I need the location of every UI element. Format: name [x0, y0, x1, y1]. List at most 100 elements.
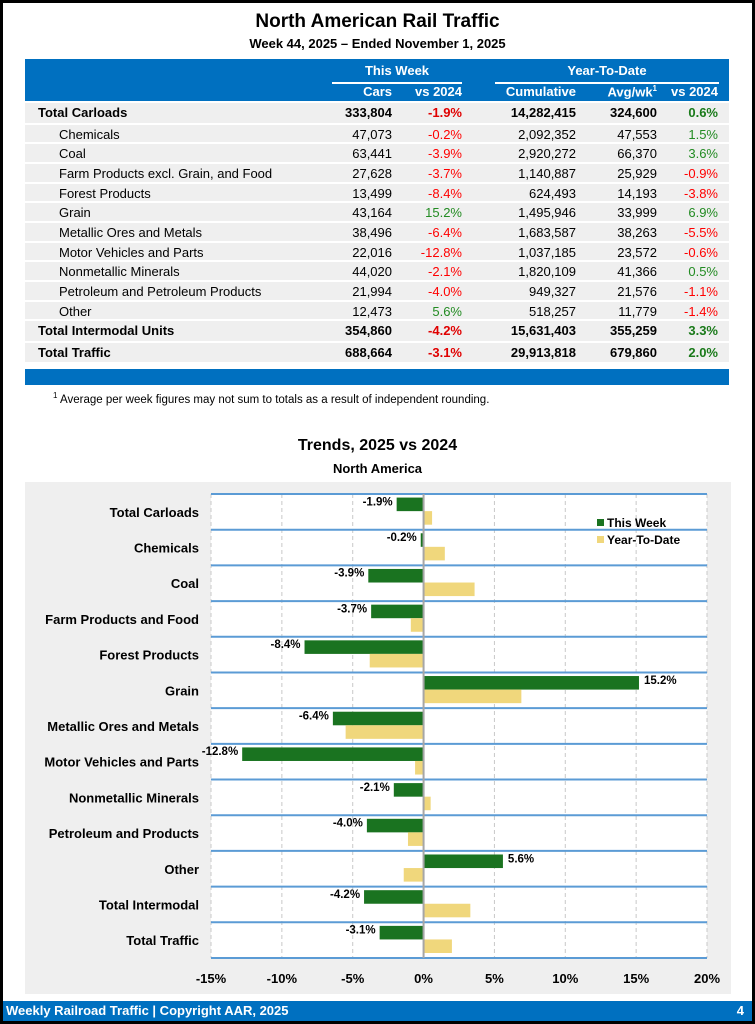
cell-cumulative: 2,092,352 [518, 126, 576, 142]
group-ytd: Year-To-Date [495, 63, 719, 84]
table-row: Coal 63,441 -3.9% 2,920,272 66,370 3.6% [25, 142, 729, 162]
cell-cars: 38,496 [352, 224, 392, 240]
table-row: Grain 43,164 15.2% 1,495,946 33,999 6.9% [25, 201, 729, 221]
category-label: Petroleum and Products [49, 826, 199, 841]
cell-cars: 22,016 [352, 244, 392, 260]
col-cars: Cars [363, 84, 392, 99]
bar-ytd [423, 546, 445, 561]
cell-cars: 354,860 [345, 323, 392, 339]
bar-value-label: -12.8% [202, 746, 238, 758]
cell-avgwk: 33,999 [617, 205, 657, 221]
cell-cumulative: 518,257 [529, 303, 576, 319]
bar-this-week [393, 783, 424, 797]
cell-cumulative: 2,920,272 [518, 146, 576, 162]
row-label: Total Carloads [38, 105, 128, 120]
bar-ytd [403, 868, 424, 882]
col-vs2024-week: vs 2024 [415, 84, 462, 99]
cell-vs2024-ytd: -5.5% [684, 224, 718, 240]
legend-swatch-ytd [597, 536, 604, 543]
row-label: Metallic Ores and Metals [59, 224, 203, 240]
legend-swatch-this-week [597, 519, 604, 526]
bar-value-label: -3.9% [334, 568, 364, 580]
bar-this-week [366, 818, 424, 833]
bar-value-label: 15.2% [644, 675, 677, 687]
cell-cumulative: 1,820,109 [518, 264, 576, 280]
bar-this-week [242, 747, 424, 761]
cell-avgwk: 355,259 [610, 323, 657, 339]
cell-cars: 27,628 [352, 165, 392, 181]
bar-value-label: -0.2% [387, 532, 417, 544]
bar-this-week [332, 711, 424, 726]
cell-vs2024-ytd: 3.6% [688, 146, 718, 162]
page-number: 4 [736, 1003, 744, 1018]
trends-bar-chart: Total Carloads -1.9% Chemicals -0.2% Coal -3.… [44, 493, 720, 986]
cell-vs2024-week: -0.2% [428, 126, 462, 142]
table-total-row: Total Traffic 688,664 -3.1% 29,913,818 679,8… [25, 340, 729, 363]
bar-ytd [423, 511, 433, 525]
col-avgwk: Avg/wk1 [585, 84, 657, 99]
cell-vs2024-week: -3.9% [428, 146, 462, 162]
cell-avgwk: 41,366 [617, 264, 657, 280]
bar-value-label: -3.1% [346, 925, 376, 937]
bar-ytd [415, 760, 424, 775]
cell-vs2024-ytd: -0.9% [684, 165, 718, 181]
category-label: Total Traffic [126, 933, 199, 948]
table-row: Chemicals 47,073 -0.2% 2,092,352 47,553 1.5% [25, 122, 729, 143]
footnote: 1 Average per week figures may not sum t… [53, 391, 489, 406]
row-label: Chemicals [59, 126, 120, 142]
bar-value-label: 5.6% [508, 853, 534, 865]
cell-vs2024-week: -1.9% [428, 105, 462, 120]
bar-value-label: -2.1% [360, 782, 390, 794]
category-label: Other [164, 862, 199, 877]
bar-value-label: -1.9% [363, 496, 393, 508]
group-underline [495, 82, 719, 84]
cell-vs2024-week: -2.1% [428, 264, 462, 280]
cell-vs2024-ytd: 3.3% [688, 323, 718, 339]
cell-vs2024-week: -3.7% [428, 165, 462, 181]
cell-cars: 333,804 [345, 105, 392, 120]
cell-cars: 47,073 [352, 126, 392, 142]
footer-copyright: Weekly Railroad Traffic | Copyright AAR,… [6, 1003, 289, 1018]
bar-this-week [420, 533, 424, 547]
row-label: Farm Products excl. Grain, and Food [59, 165, 273, 181]
cell-avgwk: 11,779 [618, 303, 657, 319]
bar-ytd [423, 939, 452, 954]
table-total-row: Total Carloads 333,804 -1.9% 14,282,415 324,… [25, 101, 729, 123]
bar-ytd [407, 832, 424, 846]
table-row: Forest Products 13,499 -8.4% 624,493 14,193 -… [25, 181, 729, 202]
category-label: Nonmetallic Minerals [69, 790, 199, 805]
bar-ytd [369, 653, 424, 668]
bar-ytd [423, 903, 471, 918]
page-title: North American Rail Traffic [255, 11, 500, 32]
cell-avgwk: 38,263 [617, 224, 657, 240]
cell-vs2024-week: -4.0% [428, 284, 462, 299]
bar-ytd [423, 689, 522, 704]
cell-avgwk: 324,600 [610, 105, 657, 120]
cell-avgwk: 66,370 [617, 146, 657, 162]
chart-title: Trends, 2025 vs 2024 [297, 437, 458, 454]
bar-value-label: -6.4% [299, 711, 329, 723]
row-label: Grain [59, 205, 91, 221]
category-label: Motor Vehicles and Parts [44, 755, 199, 770]
table-row: Other 12,473 5.6% 518,257 11,779 -1.4% [25, 299, 729, 320]
category-label: Total Carloads [110, 505, 199, 520]
category-label: Grain [165, 683, 199, 698]
cell-avgwk: 47,553 [617, 126, 657, 142]
plot-area [211, 494, 707, 958]
cell-vs2024-ytd: 0.6% [688, 105, 718, 120]
category-label: Total Intermodal [99, 897, 199, 912]
cell-vs2024-week: 15.2% [425, 205, 462, 221]
x-tick-label: -10% [267, 971, 298, 986]
cell-cumulative: 1,140,887 [518, 165, 576, 181]
cell-cumulative: 949,327 [529, 284, 576, 299]
cell-cars: 13,499 [352, 185, 392, 201]
bar-ytd [423, 796, 431, 811]
cell-vs2024-week: 5.6% [432, 303, 462, 319]
table-row: Metallic Ores and Metals 38,496 -6.4% 1,683… [25, 220, 729, 241]
x-tick-label: 20% [694, 971, 720, 986]
bar-value-label: -4.0% [333, 818, 363, 830]
cell-cumulative: 1,495,946 [518, 205, 576, 221]
category-label: Farm Products and Food [45, 612, 199, 627]
table-row: Petroleum and Petroleum Products 21,994 -4… [25, 280, 729, 300]
table-total-row: Total Intermodal Units 354,860 -4.2% 15,631… [25, 319, 729, 341]
